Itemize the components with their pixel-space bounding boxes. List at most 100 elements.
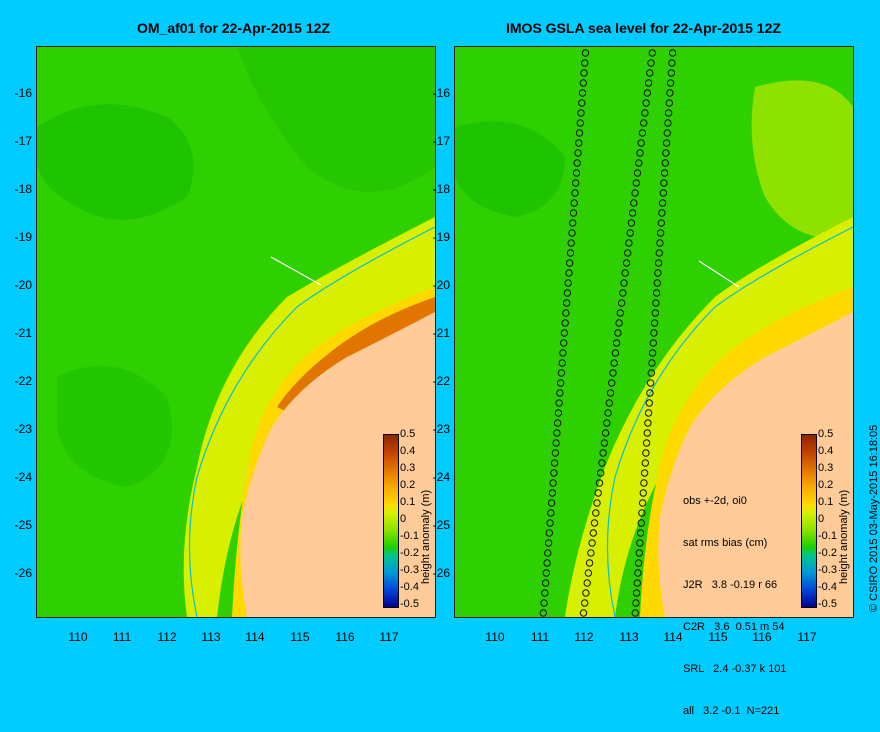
track-marker bbox=[644, 79, 653, 87]
track-marker bbox=[550, 469, 558, 477]
track-marker bbox=[576, 119, 585, 127]
x-tick: 110 bbox=[485, 630, 505, 644]
track-marker bbox=[665, 99, 674, 107]
track-marker bbox=[560, 329, 569, 337]
track-marker bbox=[660, 179, 668, 187]
colorbar-tick: -0.1 bbox=[818, 530, 837, 542]
track-marker bbox=[653, 279, 662, 287]
colorbar-tick: 0 bbox=[818, 513, 825, 525]
track-marker bbox=[641, 459, 650, 467]
colorbar-tick: -0.1 bbox=[400, 530, 419, 542]
track-marker bbox=[550, 459, 559, 467]
track-marker bbox=[561, 319, 569, 327]
track-marker bbox=[611, 349, 620, 357]
colorbar-tick: -0.2 bbox=[400, 547, 419, 559]
colorbar-tick: 0.3 bbox=[400, 462, 416, 474]
track-marker bbox=[650, 329, 658, 337]
track-marker bbox=[660, 169, 669, 177]
track-marker bbox=[582, 589, 590, 597]
track-marker bbox=[642, 439, 651, 447]
track-marker bbox=[633, 169, 642, 177]
left-darker-blob bbox=[57, 365, 172, 487]
right-darker-blob bbox=[455, 121, 565, 217]
track-marker bbox=[638, 499, 647, 507]
track-marker bbox=[632, 589, 641, 597]
track-marker bbox=[566, 249, 575, 257]
track-marker bbox=[640, 469, 649, 477]
track-marker bbox=[651, 309, 660, 317]
track-marker bbox=[539, 609, 548, 617]
track-marker bbox=[570, 199, 578, 207]
track-marker bbox=[647, 369, 656, 377]
y-tick: -18 bbox=[432, 182, 450, 196]
track-marker bbox=[636, 529, 645, 537]
track-marker bbox=[583, 579, 591, 587]
track-marker bbox=[572, 169, 581, 177]
track-marker bbox=[548, 489, 557, 497]
right-light-blob bbox=[751, 80, 853, 239]
y-tick: -24 bbox=[14, 470, 32, 484]
colorbar-tick: -0.5 bbox=[400, 598, 419, 610]
track-marker bbox=[635, 159, 643, 167]
y-tick: -26 bbox=[14, 566, 32, 580]
track-marker bbox=[616, 309, 625, 317]
track-marker bbox=[648, 359, 656, 367]
track-marker bbox=[599, 449, 607, 457]
track-marker bbox=[553, 419, 562, 427]
track-marker bbox=[568, 229, 576, 237]
track-marker bbox=[638, 129, 647, 137]
track-marker bbox=[595, 479, 604, 487]
y-tick: -25 bbox=[14, 518, 32, 532]
stats-row: C2R 3.6 0.51 m 54 bbox=[683, 621, 785, 633]
right-map-title: IMOS GSLA sea level for 22-Apr-2015 12Z bbox=[506, 20, 781, 36]
track-marker bbox=[652, 299, 660, 307]
track-marker bbox=[643, 429, 652, 437]
track-marker bbox=[620, 279, 628, 287]
track-marker bbox=[655, 249, 664, 257]
track-marker bbox=[558, 359, 566, 367]
y-tick: -24 bbox=[432, 470, 450, 484]
track-marker bbox=[569, 219, 577, 227]
track-marker bbox=[662, 149, 670, 157]
colorbar-tick: -0.2 bbox=[818, 547, 837, 559]
colorbar-tick: 0 bbox=[400, 513, 407, 525]
track-marker bbox=[661, 159, 670, 167]
x-tick: 117 bbox=[379, 630, 399, 644]
stats-header-obs: obs +-2d, oi0 bbox=[683, 495, 747, 507]
colorbar-tick: 0.1 bbox=[400, 496, 416, 508]
track-marker bbox=[549, 479, 557, 487]
stats-row: all 3.2 -0.1 N=221 bbox=[683, 705, 780, 717]
track-marker bbox=[646, 389, 654, 397]
x-tick: 113 bbox=[619, 630, 639, 644]
track-marker bbox=[642, 449, 650, 457]
y-tick: -26 bbox=[432, 566, 450, 580]
satellite-track-3 bbox=[631, 49, 677, 617]
track-marker bbox=[556, 389, 564, 397]
track-marker bbox=[647, 59, 655, 67]
track-marker bbox=[592, 509, 600, 517]
track-marker bbox=[634, 559, 643, 567]
colorbar-tick: 0.4 bbox=[400, 445, 416, 457]
x-tick: 116 bbox=[752, 630, 772, 644]
right-coast-line bbox=[606, 226, 853, 617]
track-marker bbox=[605, 399, 614, 407]
satellite-track-2 bbox=[579, 49, 657, 617]
track-marker bbox=[662, 139, 671, 147]
x-tick: 117 bbox=[797, 630, 817, 644]
x-tick: 115 bbox=[708, 630, 728, 644]
track-marker bbox=[617, 299, 626, 307]
track-marker bbox=[566, 259, 574, 267]
track-marker bbox=[667, 69, 676, 77]
track-marker bbox=[565, 269, 573, 277]
y-tick: -22 bbox=[432, 374, 450, 388]
track-marker bbox=[598, 459, 606, 467]
track-marker bbox=[554, 409, 563, 417]
left-colorbar-label: height anomaly (m) bbox=[420, 489, 432, 584]
y-tick: -17 bbox=[14, 134, 32, 148]
track-marker bbox=[542, 569, 551, 577]
left-map-title: OM_af01 for 22-Apr-2015 12Z bbox=[137, 20, 330, 36]
x-tick: 116 bbox=[335, 630, 355, 644]
track-marker bbox=[652, 289, 661, 297]
y-tick: -16 bbox=[432, 86, 450, 100]
track-marker bbox=[626, 229, 634, 237]
